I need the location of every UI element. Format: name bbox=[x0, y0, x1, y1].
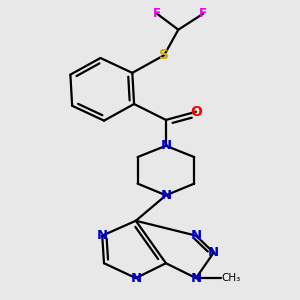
Text: CH₃: CH₃ bbox=[221, 273, 241, 283]
Text: N: N bbox=[160, 139, 172, 152]
Text: F: F bbox=[153, 7, 161, 20]
Text: N: N bbox=[208, 246, 219, 259]
Text: N: N bbox=[190, 229, 202, 242]
Text: F: F bbox=[199, 7, 207, 20]
Text: S: S bbox=[159, 48, 169, 62]
Text: O: O bbox=[190, 105, 202, 119]
Text: N: N bbox=[160, 189, 172, 202]
Text: N: N bbox=[97, 229, 108, 242]
Text: N: N bbox=[190, 272, 202, 285]
Text: N: N bbox=[130, 272, 141, 285]
